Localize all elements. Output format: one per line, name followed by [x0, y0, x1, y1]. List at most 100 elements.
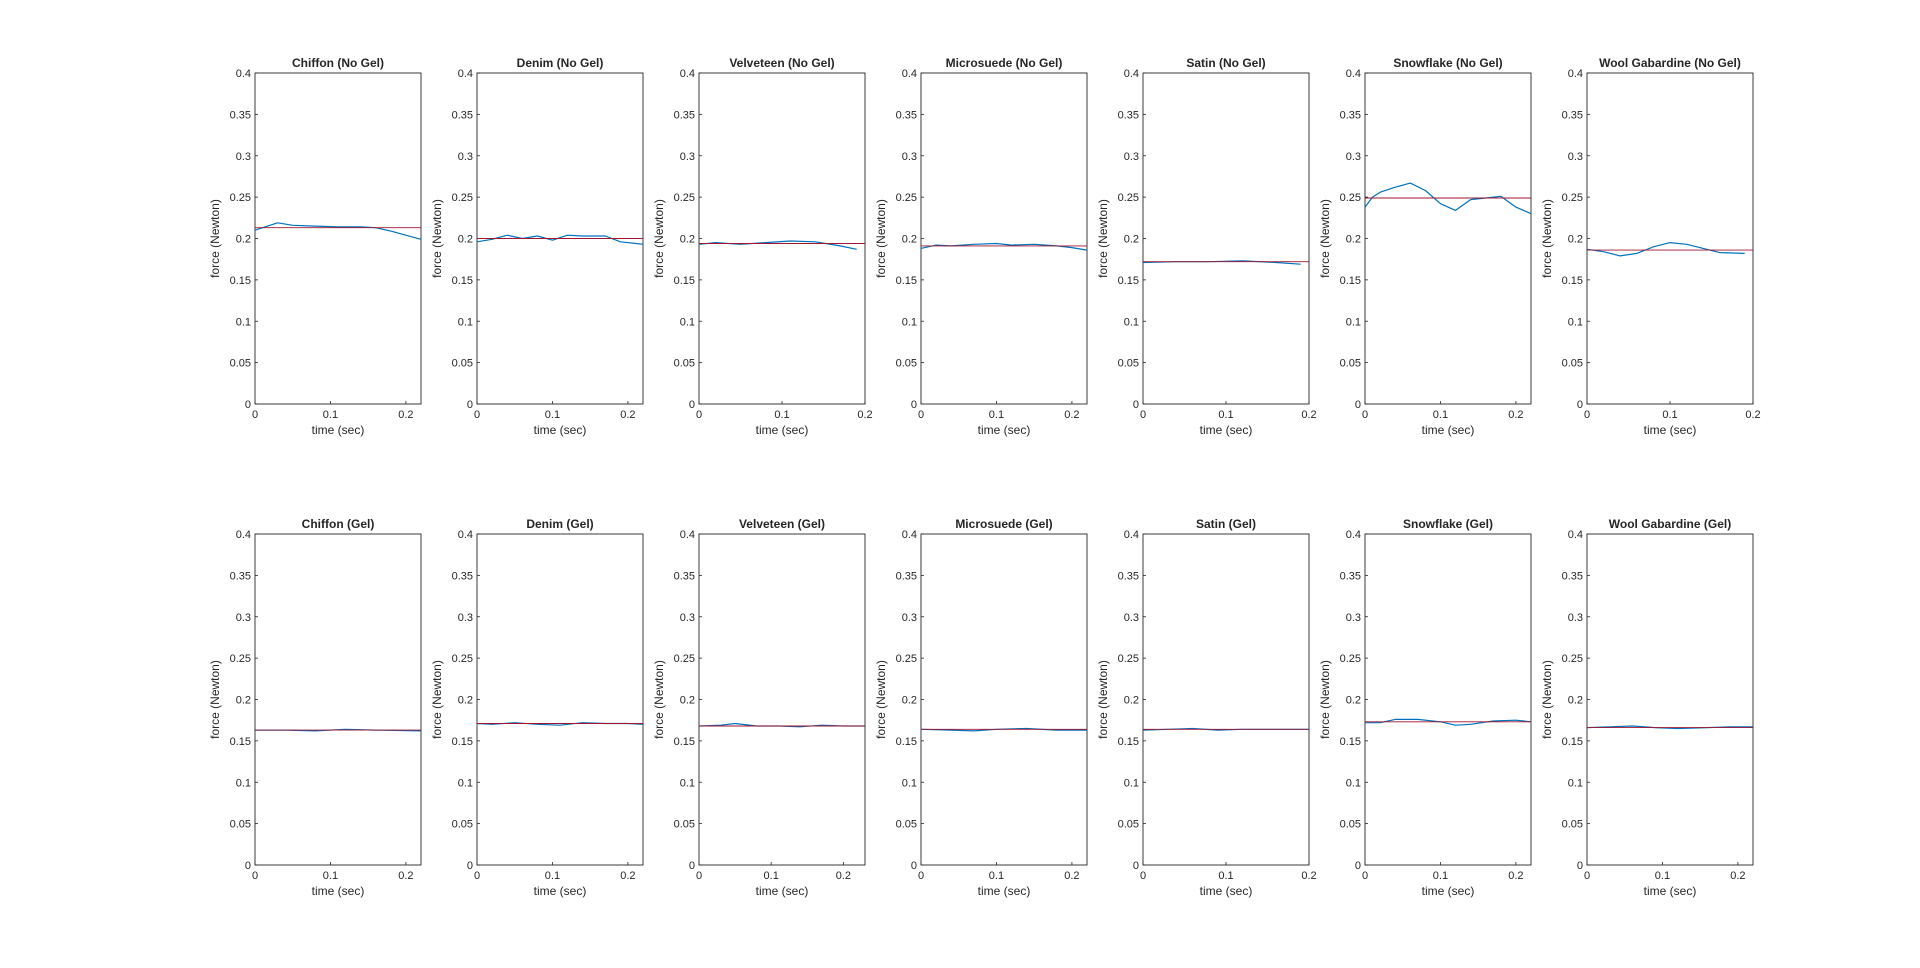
- y-tick-label: 0.15: [452, 736, 473, 748]
- y-tick-label: 0.35: [1562, 109, 1583, 121]
- y-tick-label: 0.35: [1118, 570, 1139, 582]
- subplot-title: Satin (Gel): [1196, 517, 1256, 531]
- y-tick-label: 0.3: [902, 612, 917, 624]
- y-tick-label: 0.4: [236, 529, 251, 541]
- subplot-12: Snowflake (Gel) 0 0.05 0.1 0.15 0.2 0.25 0.3 0.3…: [1318, 517, 1532, 898]
- x-tick-label: 0: [696, 870, 702, 882]
- x-tick-label: 0.2: [1301, 870, 1316, 882]
- x-tick-label: 0.2: [1508, 870, 1523, 882]
- y-tick-label: 0.1: [1124, 316, 1139, 328]
- axes-box: [476, 533, 644, 866]
- subplot-title: Microsuede (Gel): [955, 517, 1052, 531]
- y-tick-label: 0.4: [902, 529, 917, 541]
- subplot-title: Chiffon (Gel): [302, 517, 375, 531]
- y-tick-label: 0.15: [452, 275, 473, 287]
- y-tick-label: 0.25: [1118, 653, 1139, 665]
- y-tick-label: 0.1: [680, 777, 695, 789]
- y-tick-label: 0.2: [458, 695, 473, 707]
- x-tick-label: 0: [1140, 409, 1146, 421]
- axes-box: [698, 72, 866, 405]
- y-tick-label: 0.05: [1118, 819, 1139, 831]
- y-axis-label: force (Newton): [1096, 660, 1110, 739]
- subplot-10: Microsuede (Gel) 0 0.05 0.1 0.15 0.2 0.25 0.3 0.…: [874, 517, 1088, 898]
- y-tick-label: 0.3: [1124, 151, 1139, 163]
- axes-box: [254, 72, 422, 405]
- y-tick-label: 0.25: [896, 653, 917, 665]
- x-tick-label: 0.2: [1301, 409, 1316, 421]
- y-tick-label: 0.05: [452, 819, 473, 831]
- y-tick-label: 0.1: [458, 777, 473, 789]
- y-tick-label: 0: [467, 860, 473, 872]
- y-tick-label: 0.4: [458, 68, 473, 80]
- y-tick-label: 0.35: [896, 109, 917, 121]
- y-tick-label: 0.15: [674, 275, 695, 287]
- y-tick-label: 0.1: [458, 316, 473, 328]
- x-tick-label: 0.2: [1508, 409, 1523, 421]
- axes-box: [920, 72, 1088, 405]
- x-tick-label: 0.2: [620, 870, 635, 882]
- subplot-9: Velveteen (Gel) 0 0.05 0.1 0.15 0.2 0.25 0.3 0.3…: [652, 517, 866, 898]
- y-tick-label: 0.05: [1118, 358, 1139, 370]
- y-tick-label: 0.2: [1568, 234, 1583, 246]
- y-tick-label: 0.2: [902, 695, 917, 707]
- subplot-title: Velveteen (No Gel): [729, 56, 834, 70]
- x-tick-label: 0.2: [1730, 870, 1745, 882]
- y-tick-label: 0.25: [1118, 192, 1139, 204]
- y-axis-label: force (Newton): [874, 199, 888, 278]
- force-signal-line: [1365, 718, 1532, 726]
- y-tick-label: 0.15: [674, 736, 695, 748]
- y-tick-label: 0.3: [1568, 612, 1583, 624]
- y-tick-label: 0.35: [1340, 570, 1361, 582]
- y-tick-label: 0.3: [458, 612, 473, 624]
- y-tick-label: 0.2: [236, 695, 251, 707]
- subplot-title: Wool Gabardine (No Gel): [1599, 56, 1741, 70]
- y-axis-label: force (Newton): [652, 660, 666, 739]
- x-tick-label: 0.1: [323, 870, 338, 882]
- y-tick-label: 0: [1133, 860, 1139, 872]
- y-axis-label: force (Newton): [1318, 660, 1332, 739]
- force-signal-line: [698, 240, 857, 250]
- y-tick-label: 0.15: [230, 736, 251, 748]
- y-tick-label: 0.4: [1568, 68, 1583, 80]
- x-tick-label: 0: [1362, 409, 1368, 421]
- x-axis-label: time (sec): [978, 884, 1031, 898]
- x-tick-label: 0: [252, 870, 258, 882]
- subplot-3: Microsuede (No Gel) 0 0.05 0.1 0.15 0.2 0.25 0.…: [874, 56, 1088, 437]
- y-tick-label: 0.2: [680, 695, 695, 707]
- y-tick-label: 0.4: [1346, 68, 1361, 80]
- y-tick-label: 0.4: [1346, 529, 1361, 541]
- subplot-title: Wool Gabardine (Gel): [1609, 517, 1731, 531]
- y-tick-label: 0.15: [896, 275, 917, 287]
- y-tick-label: 0.3: [680, 612, 695, 624]
- y-tick-label: 0: [1577, 860, 1583, 872]
- y-tick-label: 0.1: [1124, 777, 1139, 789]
- subplot-2: Velveteen (No Gel) 0 0.05 0.1 0.15 0.2 0.25 0.3…: [652, 56, 873, 437]
- y-tick-label: 0: [689, 399, 695, 411]
- y-tick-label: 0.15: [230, 275, 251, 287]
- y-tick-label: 0.25: [230, 192, 251, 204]
- y-tick-label: 0.2: [1124, 234, 1139, 246]
- y-tick-label: 0: [1133, 399, 1139, 411]
- subplot-title: Denim (Gel): [526, 517, 593, 531]
- y-tick-label: 0.15: [1118, 275, 1139, 287]
- y-tick-label: 0: [1355, 399, 1361, 411]
- x-tick-label: 0.1: [774, 409, 789, 421]
- y-tick-label: 0.4: [458, 529, 473, 541]
- y-tick-label: 0.05: [1340, 819, 1361, 831]
- x-tick-label: 0: [918, 870, 924, 882]
- subplot-11: Satin (Gel) 0 0.05 0.1 0.15 0.2 0.25 0.3 0.35 0.4…: [1096, 517, 1317, 898]
- y-tick-label: 0.15: [896, 736, 917, 748]
- force-signal-line: [1364, 182, 1532, 215]
- y-tick-label: 0.1: [1568, 777, 1583, 789]
- y-tick-label: 0.2: [1346, 695, 1361, 707]
- y-tick-label: 0.4: [236, 68, 251, 80]
- axes-box: [698, 533, 866, 866]
- y-tick-label: 0.25: [1562, 653, 1583, 665]
- x-axis-label: time (sec): [312, 423, 365, 437]
- y-axis-label: force (Newton): [208, 199, 222, 278]
- y-tick-label: 0.2: [1346, 234, 1361, 246]
- x-tick-label: 0.1: [989, 870, 1004, 882]
- x-tick-label: 0: [474, 409, 480, 421]
